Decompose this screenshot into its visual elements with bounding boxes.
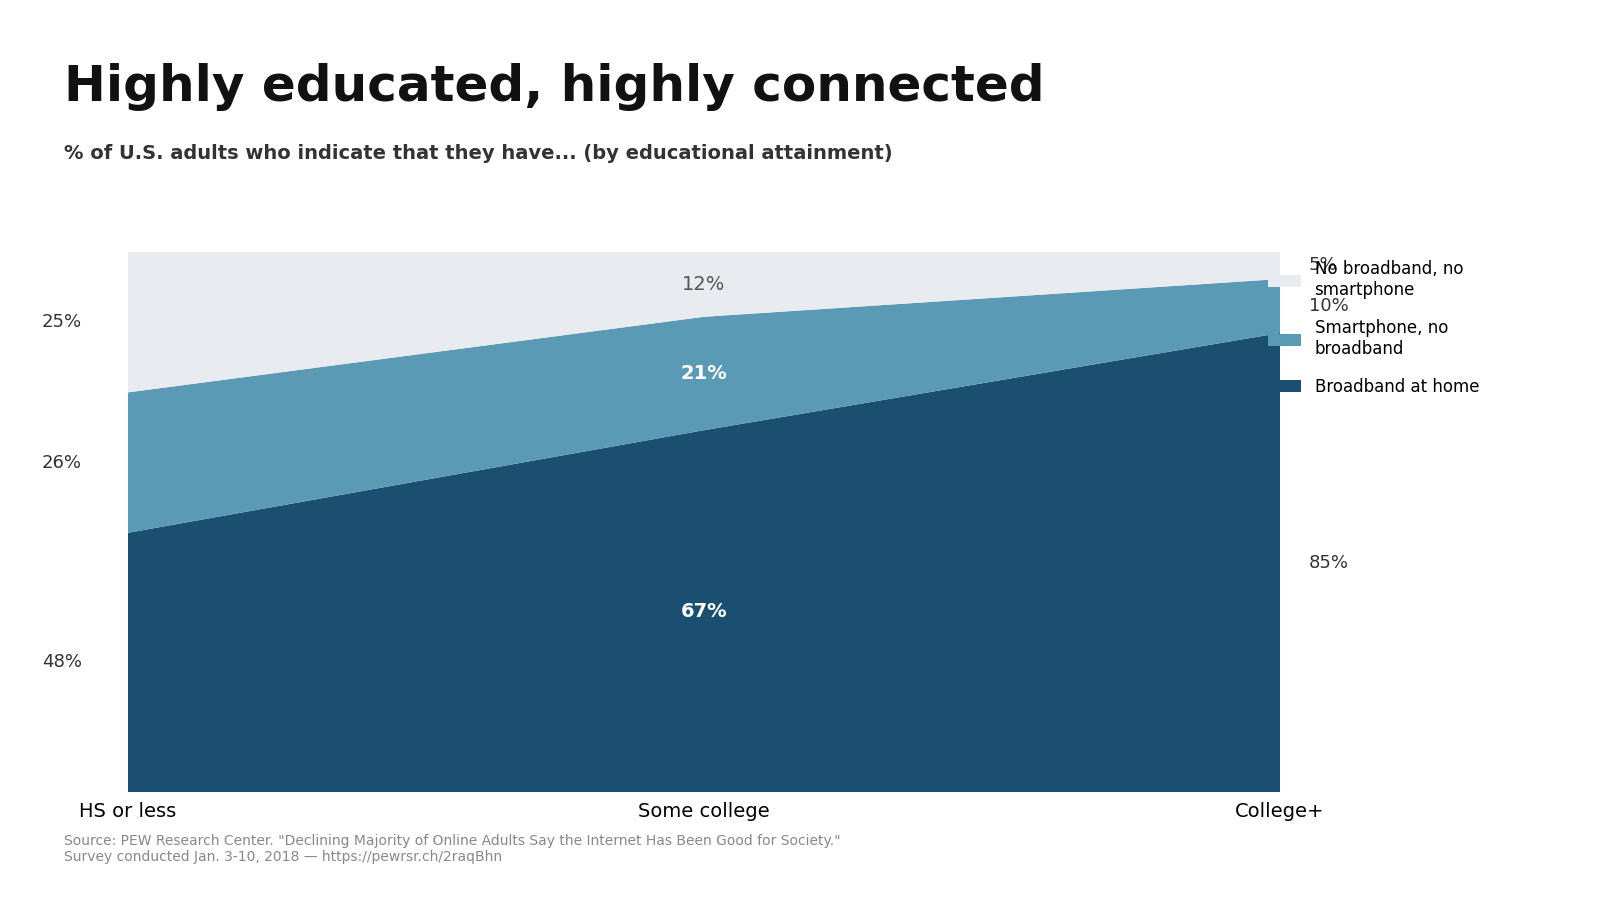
Text: Source: PEW Research Center. "Declining Majority of Online Adults Say the Intern: Source: PEW Research Center. "Declining … [64, 833, 840, 864]
Text: 10%: 10% [1309, 297, 1349, 315]
Text: 5%: 5% [1309, 256, 1338, 274]
Text: 26%: 26% [42, 454, 82, 472]
Text: 67%: 67% [680, 601, 728, 621]
Text: 12%: 12% [682, 274, 726, 294]
Text: 25%: 25% [42, 313, 82, 331]
Text: 21%: 21% [680, 364, 728, 383]
Text: 85%: 85% [1309, 554, 1349, 572]
Text: Highly educated, highly connected: Highly educated, highly connected [64, 63, 1045, 111]
Legend: No broadband, no
smartphone, Smartphone, no
broadband, Broadband at home: No broadband, no smartphone, Smartphone,… [1267, 260, 1478, 396]
Text: % of U.S. adults who indicate that they have... (by educational attainment): % of U.S. adults who indicate that they … [64, 144, 893, 163]
Text: 48%: 48% [42, 653, 82, 671]
